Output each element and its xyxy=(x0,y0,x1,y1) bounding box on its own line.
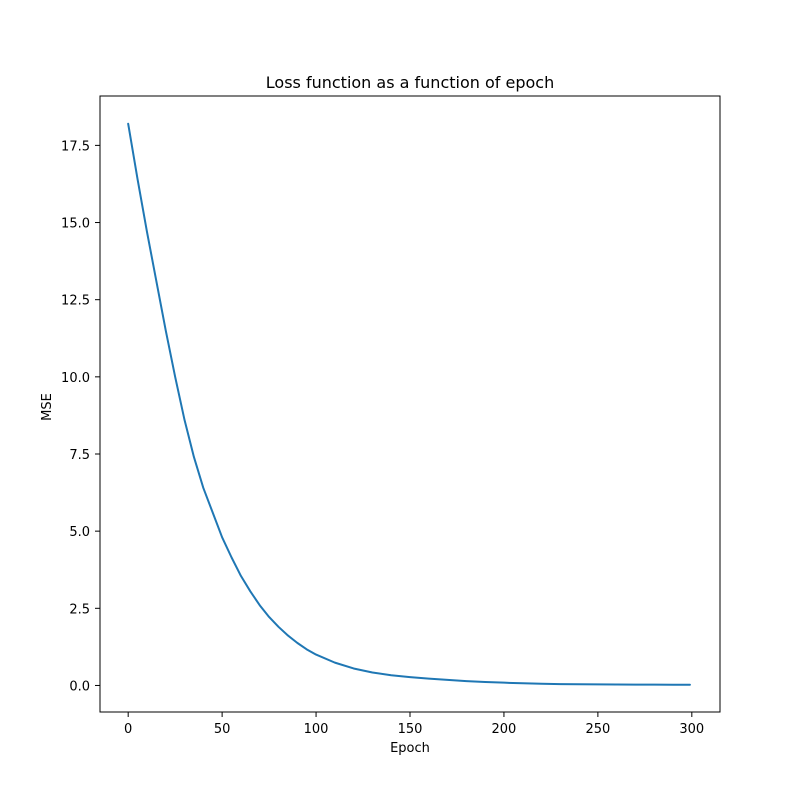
series-line-0 xyxy=(127,122,691,686)
x-axis-label: Epoch xyxy=(390,741,430,756)
y-tick-label: 7.5 xyxy=(69,448,90,463)
y-tick-label: 2.5 xyxy=(69,602,90,617)
x-tick-label: 300 xyxy=(679,722,704,737)
plot-area: 0 50 100 150 200 250 300 0.0 2.5 5.0 7.5 10.0 12.5 15… xyxy=(61,95,721,737)
y-tick-label: 5.0 xyxy=(69,525,90,540)
y-tick-label: 17.5 xyxy=(61,139,90,154)
x-tick-label: 250 xyxy=(585,722,610,737)
x-tick-label: 150 xyxy=(398,722,423,737)
y-tick-label: 15.0 xyxy=(61,217,90,232)
y-tick-label: 10.0 xyxy=(61,371,90,386)
y-axis-label: MSE xyxy=(40,393,55,421)
x-tick-label: 50 xyxy=(214,722,231,737)
x-tick-label: 100 xyxy=(304,722,329,737)
x-tick-label: 0 xyxy=(124,722,132,737)
chart-title: Loss function as a function of epoch xyxy=(266,73,554,92)
y-tick-label: 12.5 xyxy=(61,294,90,309)
plot-frame xyxy=(99,95,721,713)
x-tick-label: 200 xyxy=(492,722,517,737)
y-tick-label: 0.0 xyxy=(69,679,90,694)
